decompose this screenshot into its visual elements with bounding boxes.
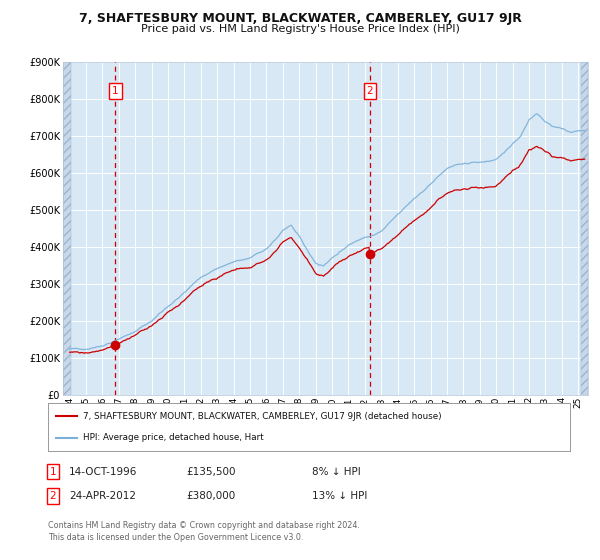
Text: 7, SHAFTESBURY MOUNT, BLACKWATER, CAMBERLEY, GU17 9JR: 7, SHAFTESBURY MOUNT, BLACKWATER, CAMBER… (79, 12, 521, 25)
Text: 7, SHAFTESBURY MOUNT, BLACKWATER, CAMBERLEY, GU17 9JR (detached house): 7, SHAFTESBURY MOUNT, BLACKWATER, CAMBER… (83, 412, 442, 421)
Text: HPI: Average price, detached house, Hart: HPI: Average price, detached house, Hart (83, 433, 264, 442)
Text: 14-OCT-1996: 14-OCT-1996 (69, 466, 137, 477)
Text: 24-APR-2012: 24-APR-2012 (69, 491, 136, 501)
Text: 1: 1 (112, 86, 119, 96)
Text: Price paid vs. HM Land Registry's House Price Index (HPI): Price paid vs. HM Land Registry's House … (140, 24, 460, 34)
Text: Contains HM Land Registry data © Crown copyright and database right 2024.
This d: Contains HM Land Registry data © Crown c… (48, 521, 360, 542)
Bar (63, 62, 71, 395)
Text: £135,500: £135,500 (186, 466, 235, 477)
Text: 2: 2 (49, 491, 56, 501)
Text: £380,000: £380,000 (186, 491, 235, 501)
Bar (581, 62, 588, 395)
Text: 1: 1 (49, 466, 56, 477)
Text: 2: 2 (367, 86, 373, 96)
Text: 13% ↓ HPI: 13% ↓ HPI (312, 491, 367, 501)
Text: 8% ↓ HPI: 8% ↓ HPI (312, 466, 361, 477)
